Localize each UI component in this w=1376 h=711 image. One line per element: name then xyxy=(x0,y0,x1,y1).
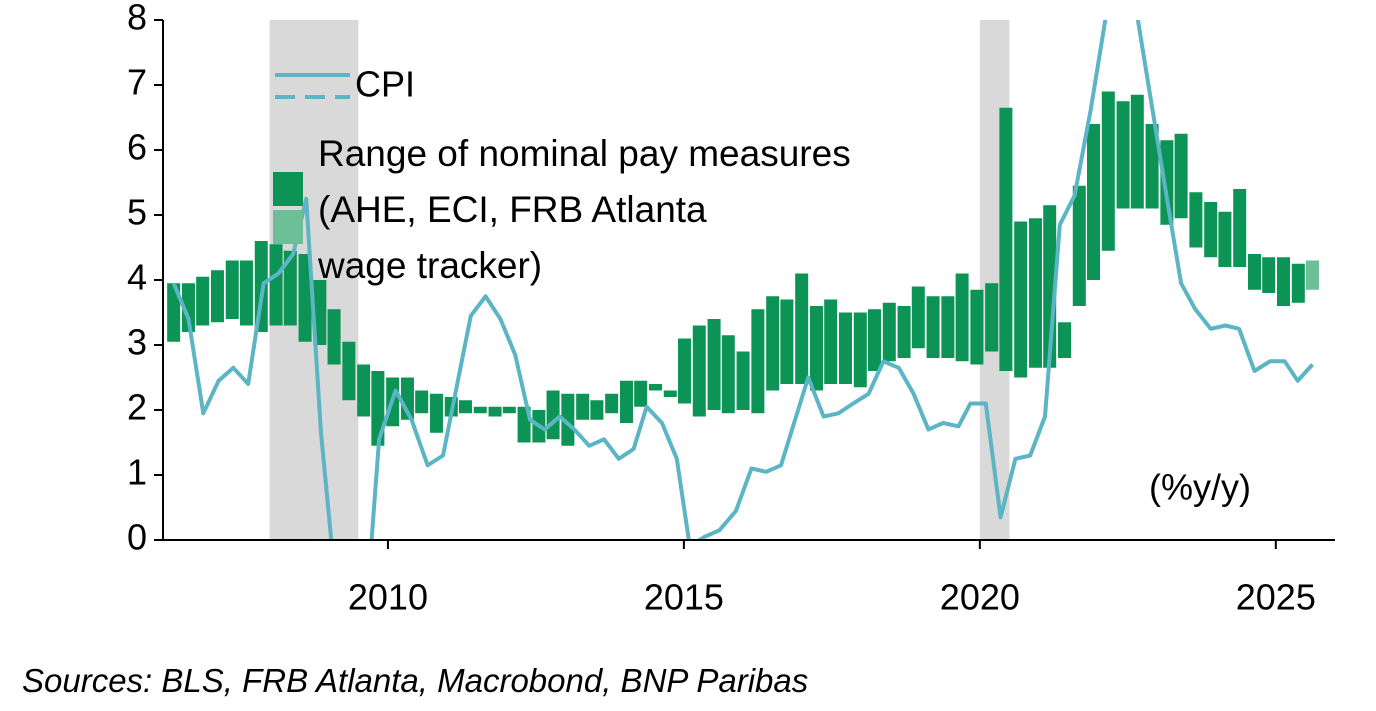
range-bar xyxy=(473,406,487,414)
range-bar xyxy=(502,406,516,414)
x-tick-label: 2015 xyxy=(644,577,724,618)
range-bar xyxy=(371,371,385,446)
range-bar xyxy=(985,283,999,352)
range-bar xyxy=(357,364,371,417)
range-bar xyxy=(561,393,575,446)
source-note: Sources: BLS, FRB Atlanta, Macrobond, BN… xyxy=(22,662,809,699)
range-bar xyxy=(1116,101,1130,209)
range-bar xyxy=(766,296,780,391)
range-bar xyxy=(838,312,852,384)
legend-swatch xyxy=(273,210,303,244)
range-bar xyxy=(663,390,677,397)
range-bar xyxy=(167,283,181,342)
range-bar xyxy=(1247,254,1261,290)
range-bar xyxy=(415,390,429,414)
y-tick-label: 3 xyxy=(127,322,147,363)
range-bar xyxy=(707,319,721,410)
range-bar xyxy=(488,406,502,417)
range-bar xyxy=(1014,221,1028,378)
range-bar xyxy=(999,107,1013,371)
range-bar xyxy=(1218,211,1232,267)
range-bar xyxy=(824,299,838,384)
range-bar xyxy=(546,390,560,440)
y-tick-label: 2 xyxy=(127,387,147,428)
range-bar xyxy=(970,289,984,365)
range-bar xyxy=(1130,94,1144,209)
range-bar xyxy=(941,296,955,358)
range-bar xyxy=(1291,263,1305,303)
range-bar xyxy=(1160,140,1174,225)
range-bar xyxy=(1174,133,1188,219)
range-bar xyxy=(853,312,867,388)
y-tick-label: 8 xyxy=(127,0,147,38)
range-bar xyxy=(1262,257,1276,293)
range-bar xyxy=(1145,124,1159,209)
range-bar xyxy=(269,244,283,326)
x-tick-label: 2020 xyxy=(940,577,1020,618)
range-bar xyxy=(795,273,809,384)
range-bar xyxy=(298,254,312,342)
range-bar xyxy=(1057,322,1071,358)
range-bar xyxy=(1233,189,1247,267)
range-bar xyxy=(210,270,224,323)
range-bar xyxy=(809,306,823,391)
range-bar xyxy=(1072,185,1086,306)
cpi-line xyxy=(171,20,1314,540)
range-bar xyxy=(751,309,765,414)
range-bar xyxy=(619,380,633,423)
units-label: (%y/y) xyxy=(1149,467,1251,508)
x-tick-label: 2010 xyxy=(348,577,428,618)
range-bar xyxy=(313,280,327,345)
range-bar xyxy=(1086,124,1100,280)
range-bar xyxy=(926,296,940,358)
range-bar xyxy=(1028,218,1042,368)
range-bar xyxy=(429,393,443,433)
range-bar xyxy=(342,341,356,401)
range-bar xyxy=(283,250,297,326)
range-bar xyxy=(677,338,691,404)
range-bar xyxy=(1101,91,1115,251)
y-tick-label: 4 xyxy=(127,257,147,298)
y-tick-label: 5 xyxy=(127,192,147,233)
range-bar xyxy=(225,260,239,319)
range-bar xyxy=(458,400,472,414)
range-bar xyxy=(882,302,896,362)
range-bar xyxy=(692,325,706,417)
legend-label: CPI xyxy=(355,64,415,105)
range-bar xyxy=(605,393,619,414)
y-tick-label: 7 xyxy=(127,62,147,103)
range-bar xyxy=(780,299,794,384)
range-bar xyxy=(955,273,969,362)
legend-label: Range of nominal pay measures (AHE, ECI,… xyxy=(318,133,851,286)
y-tick-label: 6 xyxy=(127,127,147,168)
range-bar xyxy=(736,351,750,410)
y-tick-label: 0 xyxy=(127,517,147,558)
range-bar xyxy=(648,384,662,391)
range-bar xyxy=(576,393,590,420)
range-bar xyxy=(634,380,648,407)
range-bar xyxy=(239,260,253,326)
y-tick-label: 1 xyxy=(127,452,147,493)
range-bar xyxy=(590,400,604,420)
legend-swatch xyxy=(273,172,303,206)
range-bar xyxy=(181,283,195,332)
range-bar xyxy=(1306,260,1320,290)
range-bar xyxy=(196,276,210,326)
range-bar xyxy=(1277,257,1291,306)
range-bar xyxy=(1204,202,1218,258)
range-bar xyxy=(1189,192,1203,248)
range-bar xyxy=(327,309,341,365)
range-bar xyxy=(867,309,881,371)
range-bar xyxy=(897,306,911,358)
range-bar xyxy=(721,335,735,414)
range-bar xyxy=(911,286,925,349)
x-tick-label: 2025 xyxy=(1236,577,1316,618)
